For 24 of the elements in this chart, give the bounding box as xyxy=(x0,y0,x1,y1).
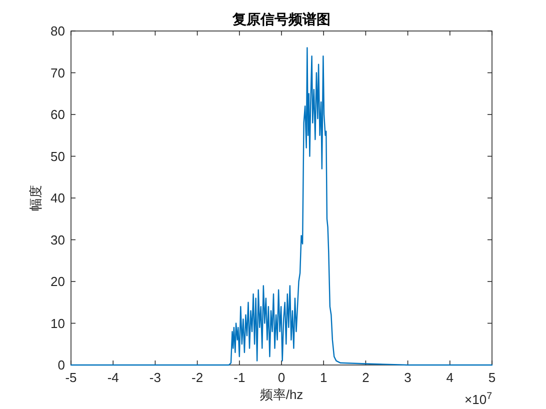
x-tick-label: -4 xyxy=(107,370,119,385)
x-tick-label: 2 xyxy=(362,370,370,385)
x-tick-label: -1 xyxy=(234,370,246,385)
y-tick-label: 0 xyxy=(58,358,65,372)
y-axis-title: 幅度 xyxy=(28,185,43,211)
x-tick-label: 4 xyxy=(446,370,454,385)
title: 复原信号频谱图 xyxy=(232,11,330,27)
y-tick-label: 60 xyxy=(50,107,65,122)
x-tick-label: 1 xyxy=(320,370,328,385)
y-tick-label: 30 xyxy=(50,232,65,248)
x-tick-label: -2 xyxy=(192,370,204,385)
x-tick-label: 3 xyxy=(404,370,412,385)
y-tick-label: 40 xyxy=(50,190,65,206)
y-tick-label: 80 xyxy=(50,24,65,38)
y-tick-label: 10 xyxy=(50,316,65,331)
y-tick-label: 50 xyxy=(50,148,65,164)
x-tick-label: -3 xyxy=(149,370,161,385)
y-tick-label: 20 xyxy=(50,274,65,289)
y-tick-label: 70 xyxy=(50,65,65,80)
x-tick-label: -5 xyxy=(65,370,77,385)
x-tick-label: 0 xyxy=(278,370,286,385)
x-axis-title: 频率/hz xyxy=(260,387,304,402)
x-axis-exponent: ×10$^{7}$ xyxy=(464,390,492,407)
x-tick-label: 5 xyxy=(488,370,496,385)
